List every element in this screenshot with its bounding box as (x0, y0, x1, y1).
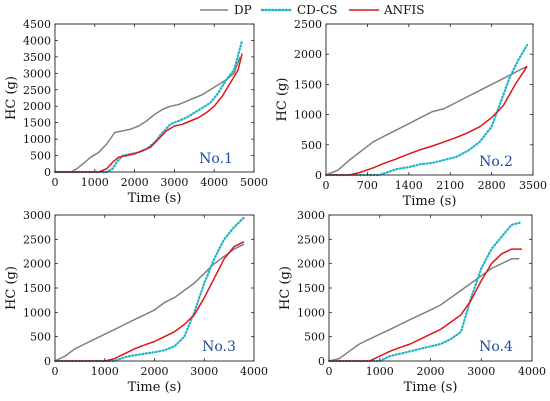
x-axis-label: Time (s) (128, 380, 182, 395)
x-tick-label: 0 (326, 365, 333, 378)
x-tick-label: 1000 (366, 365, 394, 378)
y-tick-label: 4500 (23, 18, 51, 31)
panel-tag: No.1 (199, 151, 233, 167)
x-tick-label: 5000 (240, 176, 268, 189)
y-tick-label: 0 (318, 355, 325, 368)
x-tick-label: 3000 (190, 365, 218, 378)
y-tick-label: 1500 (23, 282, 51, 295)
x-tick-label: 700 (357, 179, 378, 192)
x-tick-label: 2000 (141, 365, 169, 378)
y-axis-label: HC (g) (4, 76, 19, 120)
x-tick-label: 2000 (417, 365, 445, 378)
y-tick-label: 2500 (294, 18, 322, 31)
series-line-cd-cs (53, 216, 246, 363)
series-line-cd-cs (327, 221, 524, 363)
x-tick-label: 2800 (478, 179, 506, 192)
y-tick-label: 0 (44, 166, 51, 179)
chart-panel-no4: 0 1000 2000 3000 4000 0 500 1000 1500 2000 2500 300… (278, 209, 546, 395)
x-axis-label: Time (s) (404, 380, 458, 395)
y-tick-label: 2500 (23, 233, 51, 246)
legend-item-cd-cs: CD-CS (260, 3, 337, 17)
x-tick-label: 3500 (519, 179, 547, 192)
panel-tag: No.4 (479, 339, 513, 355)
x-tick-label: 4000 (240, 365, 268, 378)
y-tick-label: 500 (30, 331, 51, 344)
series-line-dp (325, 65, 528, 176)
chart-panel-no2: 0 700 1400 2100 2800 3500 0 500 1000 1500 2000 2500… (275, 18, 547, 209)
plot-frame (54, 23, 255, 173)
y-tick-label: 1500 (297, 282, 325, 295)
x-axis-label: Time (s) (403, 194, 457, 209)
y-tick-label: 500 (301, 139, 322, 152)
legend-item-anfis: ANFIS (349, 3, 424, 17)
y-axis-label: HC (g) (4, 266, 19, 310)
y-tick-label: 2000 (297, 258, 325, 271)
y-tick-label: 1000 (23, 133, 51, 146)
y-tick-label: 500 (304, 331, 325, 344)
y-tick-label: 2500 (23, 84, 51, 97)
x-tick-label: 1000 (91, 365, 119, 378)
x-tick-label: 0 (52, 365, 59, 378)
legend-label: CD-CS (297, 3, 337, 17)
x-tick-label: 3000 (160, 176, 188, 189)
y-tick-label: 3000 (23, 67, 51, 80)
series-line-anfis (55, 241, 245, 362)
y-tick-label: 2000 (23, 100, 51, 113)
legend-item-dp: DP (200, 3, 252, 17)
panels: 0 1000 2000 3000 4000 50000500100015002000250… (4, 18, 547, 395)
series-line-anfis (329, 248, 522, 362)
x-tick-label: 0 (323, 179, 330, 192)
x-tick-label: 1400 (395, 179, 423, 192)
x-tick-label: 0 (52, 176, 59, 189)
y-tick-label: 3000 (297, 209, 325, 222)
x-tick-label: 3000 (467, 365, 495, 378)
legend: DP CD-CS ANFIS (200, 3, 424, 17)
y-tick-label: 2500 (297, 233, 325, 246)
series-line-anfis (326, 65, 528, 176)
plot-frame (325, 23, 534, 176)
legend-label: ANFIS (383, 3, 424, 17)
y-tick-label: 1000 (297, 306, 325, 319)
x-tick-label: 4000 (200, 176, 228, 189)
series-line-anfis (55, 53, 243, 173)
y-tick-label: 3500 (23, 51, 51, 64)
chart-panel-no1: 0 1000 2000 3000 4000 50000500100015002000250… (4, 18, 268, 206)
y-tick-label: 0 (315, 169, 322, 182)
x-tick-label: 2100 (436, 179, 464, 192)
series-line-cd-cs (324, 43, 529, 177)
panel-tag: No.2 (479, 154, 513, 170)
x-tick-label: 1000 (81, 176, 109, 189)
chart-panel-no3: 0 1000 2000 3000 4000 0 500 1000 1500 2000 2500 300… (4, 209, 268, 395)
y-tick-label: 1500 (23, 117, 51, 130)
y-tick-label: 4000 (23, 34, 51, 47)
series-line-dp (328, 258, 520, 362)
y-axis-label: HC (g) (278, 266, 293, 310)
legend-label: DP (234, 3, 252, 17)
y-tick-label: 0 (44, 355, 51, 368)
panel-tag: No.3 (202, 339, 236, 355)
y-tick-label: 3000 (23, 209, 51, 222)
y-tick-label: 1000 (294, 109, 322, 122)
x-tick-label: 4000 (518, 365, 546, 378)
series-line-cd-cs (53, 39, 244, 174)
y-tick-label: 1500 (294, 78, 322, 91)
y-tick-label: 1000 (23, 306, 51, 319)
x-tick-label: 2000 (121, 176, 149, 189)
x-axis-label: Time (s) (128, 191, 182, 206)
y-tick-label: 2000 (23, 258, 51, 271)
y-tick-label: 2000 (294, 48, 322, 61)
series-line-dp (55, 56, 241, 173)
y-tick-label: 500 (30, 150, 51, 163)
y-axis-label: HC (g) (275, 78, 290, 122)
